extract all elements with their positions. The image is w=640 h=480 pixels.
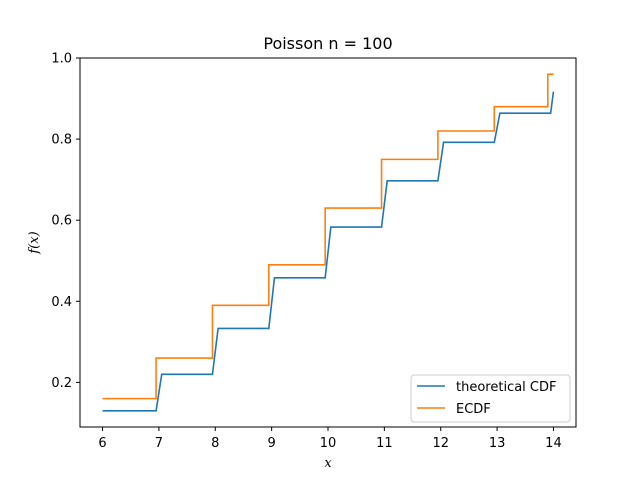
legend-label-ecdf: ECDF [456,402,491,417]
x-tick-label: 6 [98,436,106,451]
y-tick-label: 0.2 [51,376,72,391]
chart-title: Poisson n = 100 [263,34,392,53]
plot-frame [79,57,577,428]
y-axis-label: f(x) [27,231,42,254]
y-tick-label: 0.6 [51,214,72,229]
series-line-theoretical-cdf [102,91,555,412]
legend: theoretical CDF ECDF [410,374,571,423]
plot-area [102,73,555,412]
legend-box [410,374,571,423]
x-tick-label: 8 [211,436,219,451]
x-tick-label: 7 [155,436,163,451]
x-tick-label: 11 [376,436,393,451]
series-line-ecdf [102,73,554,400]
legend-label-theoretical-cdf: theoretical CDF [456,380,556,395]
x-tick-label: 9 [267,436,275,451]
x-tick-label: 14 [545,436,562,451]
x-tick-label: 12 [432,436,449,451]
axis-ticks: 6 7 8 9 10 11 12 13 14 0.2 0.4 0.6 0.8 1.0 [51,52,561,452]
x-tick-label: 10 [320,436,337,451]
x-tick-label: 13 [489,436,506,451]
y-tick-label: 1.0 [51,52,72,67]
x-axis-label: x [324,456,332,471]
y-tick-label: 0.8 [51,133,72,148]
y-tick-label: 0.4 [51,295,72,310]
